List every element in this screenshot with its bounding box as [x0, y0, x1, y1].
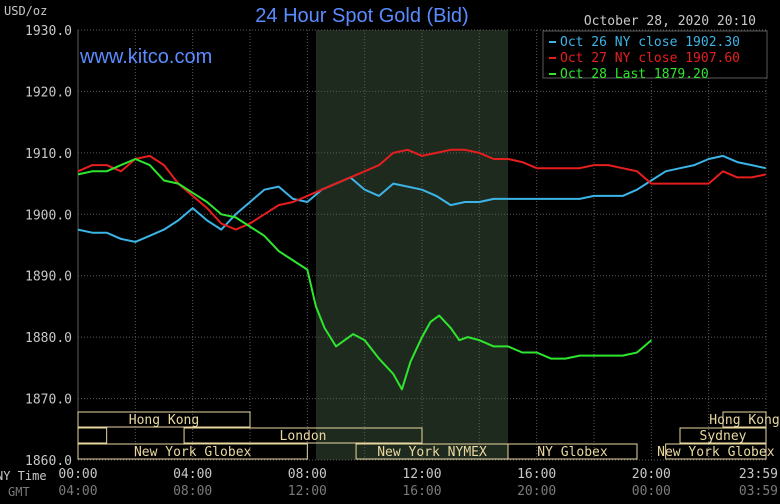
y-tick-label: 1880.0 [25, 331, 72, 346]
session-label: London [280, 429, 327, 444]
legend-box [542, 30, 768, 79]
x-tick-label-gmt: 12:00 [288, 484, 327, 499]
y-tick-label: 1900.0 [25, 208, 72, 223]
x-tick-label-gmt: 04:00 [58, 484, 97, 499]
y-tick-label: 1910.0 [25, 147, 72, 162]
series-line-0 [77, 154, 766, 243]
x-tick-label-gmt: 00:00 [632, 484, 671, 499]
legend-entry: Oct 27 NY close 1907.60 [560, 51, 740, 66]
grid-layer [77, 29, 767, 461]
session-bar [507, 443, 638, 460]
nymex-shade [315, 30, 508, 460]
session-label: Hong Kong [129, 413, 199, 428]
session-bar [77, 411, 251, 428]
y-tick-label: 1920.0 [25, 85, 72, 100]
session-bar [665, 443, 767, 460]
x-tick-label-ny: 20:00 [632, 467, 671, 482]
session-bar [183, 427, 423, 444]
legend-entry: Oct 28 Last 1879.20 [560, 67, 709, 82]
x-tick-label-gmt: 16:00 [402, 484, 441, 499]
chart-title: 24 Hour Spot Gold (Bid) [255, 5, 468, 27]
series-line-2 [77, 158, 652, 391]
y-tick-label: 1860.0 [25, 454, 72, 469]
session-label: New York Globex [134, 445, 252, 460]
ny-time-row-label: NY Time [0, 469, 47, 483]
x-tick-label-ny: 12:00 [402, 467, 441, 482]
shade-layer [315, 30, 508, 460]
y-tick-label: 1890.0 [25, 270, 72, 285]
y-axis-unit-label: USD/oz [4, 4, 47, 18]
legend-entry: Oct 26 NY close 1902.30 [560, 35, 740, 50]
session-bar [77, 427, 108, 444]
x-tick-label-ny: 16:00 [517, 467, 556, 482]
session-label: New York Globex [657, 445, 775, 460]
y-tick-label: 1870.0 [25, 393, 72, 408]
gmt-row-label: GMT [8, 485, 30, 499]
x-tick-label-ny: 08:00 [288, 467, 327, 482]
x-tick-label-gmt: 03:59 [739, 484, 778, 499]
series-line-1 [77, 148, 766, 231]
session-bar [722, 411, 767, 428]
x-tick-label-ny: 23:59 [739, 467, 778, 482]
session-label: Sydney [700, 429, 747, 444]
axis-ticks: 1930.0 1920.0 1910.0 1900.0 1890.0 1880.0 1870… [25, 24, 778, 499]
session-label: New York NYMEX [377, 445, 487, 460]
x-tick-label-ny: 04:00 [173, 467, 212, 482]
session-bar [679, 427, 767, 444]
kitco-watermark: www.kitco.com [79, 46, 212, 68]
x-tick-label-gmt: 08:00 [173, 484, 212, 499]
x-tick-label-gmt: 20:00 [517, 484, 556, 499]
session-label: NY Globex [537, 445, 608, 460]
session-bar [77, 443, 308, 460]
session-label: Hong Kong [709, 413, 779, 428]
x-tick-label-ny: 00:00 [58, 467, 97, 482]
y-tick-label: 1930.0 [25, 24, 72, 39]
timestamp: October 28, 2020 20:10 [584, 14, 756, 29]
series-layer [77, 148, 766, 391]
